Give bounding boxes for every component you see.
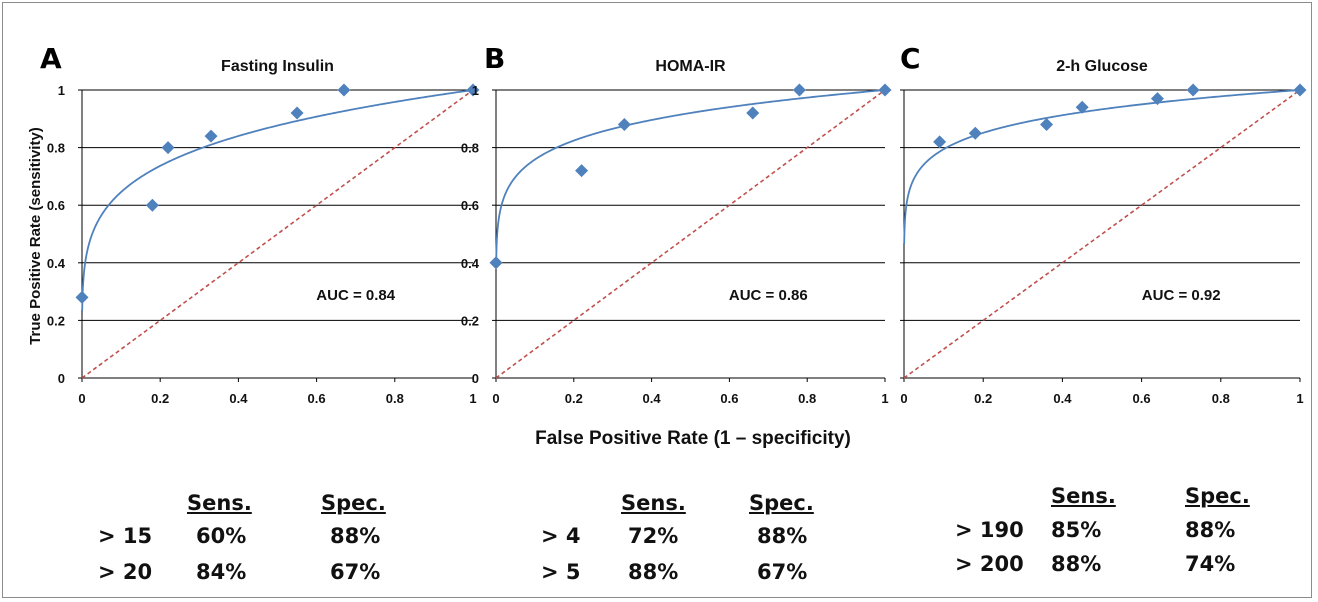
x-tick-label-a: 1 [469, 391, 476, 406]
table-b-row2-sens: 88% [628, 560, 679, 584]
fit-curve-a [81, 89, 474, 311]
data-point-b [792, 83, 806, 97]
x-tick-label-a: 0.4 [229, 391, 248, 406]
y-tick-label-b: 0.4 [461, 256, 480, 271]
table-c-header-spec: Spec. [1185, 484, 1250, 508]
y-tick-label-a: 0.4 [47, 256, 66, 271]
table-c-row1-label: > 190 [955, 518, 1024, 542]
table-b-row1-spec: 88% [757, 524, 808, 548]
data-point-a [75, 290, 89, 304]
y-tick-label-a: 0.8 [47, 141, 65, 156]
table-b-header-spec: Spec. [749, 491, 814, 515]
y-tick-label-a: 0.2 [47, 313, 65, 328]
x-tick-label-b: 0.6 [720, 391, 738, 406]
table-c-row2-spec: 74% [1185, 552, 1236, 576]
data-point-a [145, 198, 159, 212]
data-point-c [1040, 118, 1054, 132]
x-tick-label-b: 1 [881, 391, 888, 406]
y-tick-label-b: 1 [472, 83, 479, 98]
y-tick-label-a: 1 [58, 83, 65, 98]
y-tick-label-b: 0.8 [461, 141, 479, 156]
y-tick-label-b: 0 [472, 371, 479, 386]
fit-curve-c [903, 89, 1301, 245]
table-b-row2-label: > 5 [541, 560, 581, 584]
table-c-row1-spec: 88% [1185, 518, 1236, 542]
x-tick-label-c: 0.6 [1133, 391, 1151, 406]
data-point-c [1186, 83, 1200, 97]
chance-diagonal-b [495, 89, 886, 379]
table-a-row2-label: > 20 [98, 560, 153, 584]
table-b-header-sens: Sens. [621, 491, 686, 515]
y-tick-label-a: 0.6 [47, 198, 65, 213]
roc-panel-a: 0 0.2 0.4 0.6 0.8 1 0 0.2 0.4 0.6 0.8 1 Fasting Insu… [40, 42, 480, 406]
auc-annotation-c: AUC = 0.92 [1142, 287, 1221, 304]
chart-title-a: Fasting Insulin [221, 58, 334, 75]
data-point-a [204, 129, 218, 143]
panel-letter-b: B [484, 42, 505, 75]
panel-letter-c: C [900, 42, 921, 75]
y-axis-label: True Positive Rate (sensitivity) [27, 127, 44, 345]
auc-annotation-a: AUC = 0.84 [316, 287, 395, 304]
data-point-c [933, 135, 947, 149]
y-tick-label-a: 0 [58, 371, 65, 386]
data-point-c [1075, 100, 1089, 114]
data-point-b [746, 106, 760, 120]
table-a-header-spec: Spec. [321, 491, 386, 515]
table-c-row2-sens: 88% [1051, 552, 1102, 576]
table-a-row2-sens: 84% [196, 560, 247, 584]
fit-curve-b [495, 89, 886, 264]
panel-letter-a: A [40, 42, 62, 75]
data-point-b [575, 164, 589, 178]
table-a-row2-spec: 67% [330, 560, 381, 584]
table-c-row1-sens: 85% [1051, 518, 1102, 542]
y-tick-label-b: 0.2 [461, 313, 479, 328]
chance-diagonal-c [903, 89, 1301, 379]
x-axis-label: False Positive Rate (1 – specificity) [535, 428, 851, 449]
y-tick-label-b: 0.6 [461, 198, 479, 213]
data-point-a [161, 141, 175, 155]
chart-title-c: 2-h Glucose [1056, 58, 1148, 75]
table-a-row1-spec: 88% [330, 524, 381, 548]
x-tick-label-b: 0.2 [565, 391, 583, 406]
data-point-c [968, 126, 982, 140]
x-tick-label-b: 0.4 [643, 391, 662, 406]
data-point-c [1150, 92, 1164, 106]
x-tick-label-c: 1 [1296, 391, 1303, 406]
x-tick-label-b: 0.8 [798, 391, 816, 406]
table-a-row1-label: > 15 [98, 524, 153, 548]
data-point-b [617, 118, 631, 132]
table-c-header-sens: Sens. [1051, 484, 1116, 508]
table-b-row2-spec: 67% [757, 560, 808, 584]
roc-panel-b: 0 0.2 0.4 0.6 0.8 1 0 0.2 0.4 0.6 0.8 1 HOMA-IR B AUC … [461, 42, 892, 406]
table-a-row1-sens: 60% [196, 524, 247, 548]
table-c-row2-label: > 200 [955, 552, 1024, 576]
x-tick-label-a: 0 [78, 391, 85, 406]
data-point-b [878, 83, 892, 97]
x-tick-label-c: 0 [900, 391, 907, 406]
data-point-a [290, 106, 304, 120]
x-tick-label-c: 0.4 [1053, 391, 1072, 406]
x-tick-label-a: 0.2 [151, 391, 169, 406]
table-b-row1-label: > 4 [541, 524, 581, 548]
x-tick-label-c: 0.2 [974, 391, 992, 406]
table-b-row1-sens: 72% [628, 524, 679, 548]
data-point-b [489, 256, 503, 270]
data-point-a [337, 83, 351, 97]
x-tick-label-a: 0.6 [308, 391, 326, 406]
auc-annotation-b: AUC = 0.86 [729, 287, 808, 304]
x-tick-label-c: 0.8 [1212, 391, 1230, 406]
roc-panel-c: 0 0.2 0.4 0.6 0.8 1 2-h Glucose C AUC = 0.92 [900, 42, 1307, 406]
data-point-a [466, 83, 480, 97]
x-tick-label-b: 0 [492, 391, 499, 406]
data-point-c [1293, 83, 1307, 97]
chart-title-b: HOMA-IR [655, 58, 726, 75]
x-tick-label-a: 0.8 [386, 391, 404, 406]
table-a-header-sens: Sens. [187, 491, 252, 515]
chance-diagonal-a [81, 89, 474, 379]
